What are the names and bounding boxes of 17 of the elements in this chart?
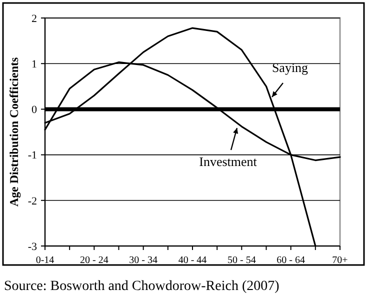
x-tick-label: 50 - 54 xyxy=(227,255,256,266)
y-tick-label: 2 xyxy=(32,12,37,25)
x-tick-label: 70+ xyxy=(332,255,348,266)
y-tick-label: 1 xyxy=(32,58,37,70)
y-tick-label: -2 xyxy=(28,195,37,208)
y-tick-label: 0 xyxy=(32,104,38,116)
y-axis-title: Age Distribution Coefficients xyxy=(7,57,21,207)
x-tick-label: 20 - 24 xyxy=(80,255,108,266)
x-tick-label: 0-14 xyxy=(36,255,54,266)
x-tick-label: 60 - 64 xyxy=(276,255,306,266)
x-tick-label: 40 - 44 xyxy=(178,255,207,266)
y-tick-label: -3 xyxy=(28,240,38,253)
series-label: Saying xyxy=(272,60,309,75)
legend-label: Investment xyxy=(199,154,258,169)
y-tick-label: -1 xyxy=(28,150,37,162)
x-tick-label: 30 - 34 xyxy=(129,255,158,266)
source-note: Source: Bosworth and Chowdorow-Reich (2007) xyxy=(4,279,280,294)
